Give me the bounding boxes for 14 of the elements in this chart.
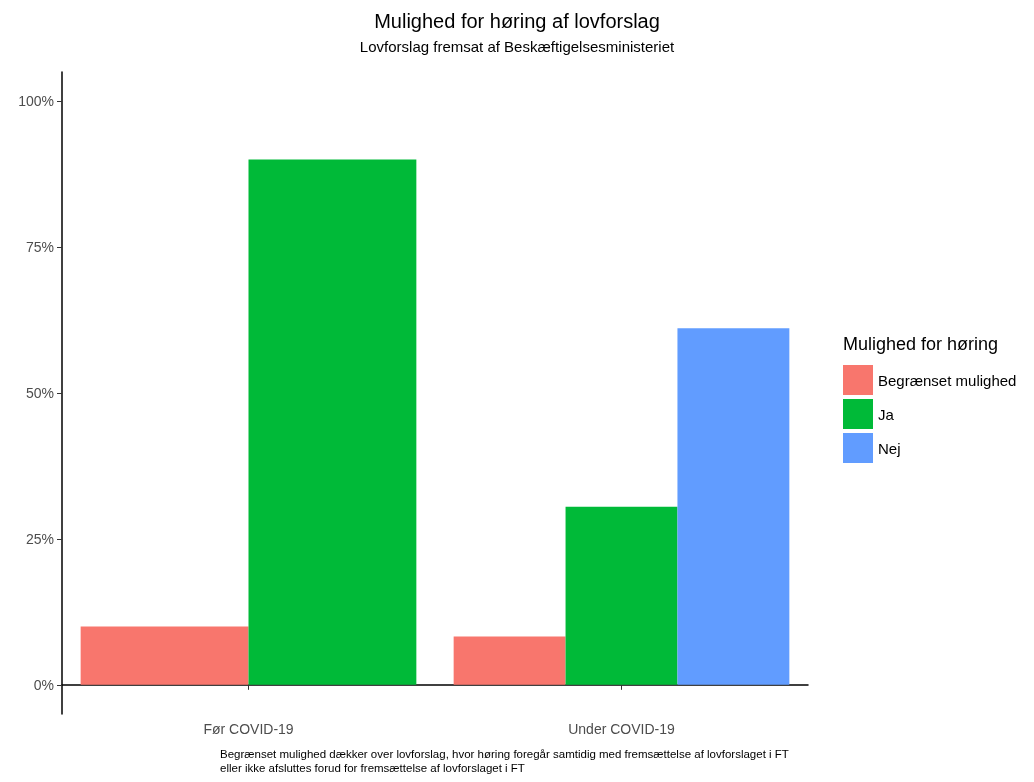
y-tick-label: 50% — [25, 385, 54, 401]
x-tick-label: Før COVID-19 — [203, 721, 294, 737]
y-tick-label: 0% — [33, 676, 54, 693]
chart-title: Mulighed for høring af lovforslag — [374, 10, 660, 32]
chart-subtitle: Lovforslag fremsat af Beskæftigelsesministeriet — [359, 38, 675, 55]
x-tick-label: Under COVID-19 — [568, 721, 676, 737]
legend-label: Nej — [878, 439, 901, 457]
legend-label: Ja — [878, 405, 895, 423]
y-tick-label: 25% — [25, 530, 54, 547]
y-tick-label: 75% — [25, 239, 54, 256]
legend-label: Begrænset mulighed — [878, 371, 1017, 389]
y-tick-label: 100% — [18, 93, 54, 110]
text: Begrænset mulighed dækker over lovforslag, hvor høring foregår samtidig med fremsættelse af lovforslaget i FT eller ikke afsluttes forud for fremsættelse af lovforslaget i FT — [220, 748, 792, 774]
legend-title: Mulighed for høring — [843, 334, 999, 354]
